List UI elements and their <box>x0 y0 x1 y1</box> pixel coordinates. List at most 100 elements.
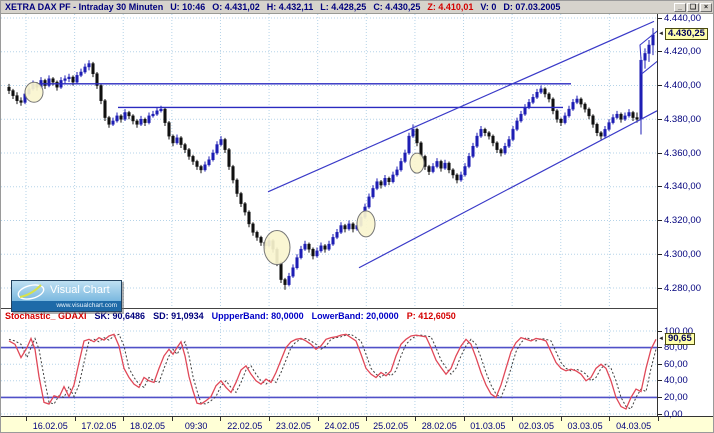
quote-field: C: 4.430,25 <box>373 2 421 12</box>
current-stoch-tag: ◄ 90,65 <box>658 332 695 345</box>
quote-field: O: 4.431,02 <box>212 2 260 12</box>
time-axis-tick <box>74 417 76 421</box>
axis-tick <box>658 85 662 86</box>
logo-brand-text: Visual Chart <box>50 284 110 296</box>
time-axis-label: 03.03.05 <box>567 421 603 431</box>
mini-channel <box>639 29 658 75</box>
quote-fields: U: 10:46 O: 4.431,02 H: 4.432,11 L: 4.428,2… <box>170 2 560 12</box>
current-value-marker: ◄ <box>658 335 664 342</box>
time-axis-label: 18.02.05 <box>129 421 166 431</box>
axis-tick <box>658 413 662 415</box>
time-axis-tick <box>512 417 514 421</box>
price-axis-label: 4.360,00 <box>658 148 701 159</box>
time-axis-label: 01.03.05 <box>470 421 506 431</box>
close-icon[interactable]: × <box>700 3 712 12</box>
visual-chart-swoosh-icon <box>17 284 45 300</box>
time-axis-tick <box>123 417 125 421</box>
time-axis-label: 02.03.05 <box>518 421 554 431</box>
chart-header-bar: XETRA DAX PF - Intraday 30 Minuten U: 10… <box>1 1 713 14</box>
quote-field: D: 07.03.2005 <box>503 2 561 12</box>
axis-tick <box>658 186 662 188</box>
axis-tick <box>658 118 662 120</box>
sk-line <box>8 333 657 410</box>
quote-field: Z: 4.410,01 <box>427 2 474 12</box>
candles-layer <box>7 28 655 290</box>
stoch-grid <box>1 323 658 416</box>
price-axis-label: 4.420,00 <box>658 46 701 57</box>
time-axis-tick <box>317 417 319 421</box>
stoch-axis-label: 20,00 <box>658 392 688 403</box>
logo-url-text: www.visualchart.com <box>12 301 121 311</box>
axis-tick <box>658 152 662 154</box>
price-window-buttons: _ ❏ × <box>674 3 712 12</box>
axis-tick <box>658 51 662 53</box>
current-value-marker: ◄ <box>658 31 664 38</box>
time-axis-label: 17.02.05 <box>81 421 117 431</box>
stoch-axis-label: 40,00 <box>658 375 688 386</box>
stoch-axis-label: 0,00 <box>658 409 683 420</box>
time-axis-tick <box>657 417 659 421</box>
stoch-field: LowerBand: 20,0000 <box>311 311 399 321</box>
price-axis-label: 4.300,00 <box>658 249 701 260</box>
axis-tick <box>658 220 662 221</box>
ellipse-annotations <box>24 81 425 265</box>
time-axis-tick <box>269 417 271 421</box>
axis-tick <box>658 330 662 332</box>
time-axis-label: 24.02.05 <box>324 421 360 431</box>
quote-field: L: 4.428,25 <box>320 2 367 12</box>
time-axis-tick <box>366 417 368 421</box>
axis-tick <box>658 363 662 365</box>
stoch-field: P: 412,6050 <box>406 311 456 321</box>
price-axis-label: 4.340,00 <box>658 181 701 192</box>
axis-tick <box>658 17 662 19</box>
stoch-axis-label: 60,00 <box>658 359 688 370</box>
time-axis-label: 25.02.05 <box>373 421 409 431</box>
stochastic-fields: Stochastic_ GDAXI SK: 90,6486 SD: 91,0934 U… <box>5 311 456 321</box>
instrument-title: XETRA DAX PF - Intraday 30 Minuten <box>5 2 164 12</box>
time-axis-tick <box>220 417 222 421</box>
time-axis[interactable]: 16.02.05 17.02.05 18.02.05 09:30 22.02.05 23.… <box>1 416 713 432</box>
axis-tick <box>658 287 662 289</box>
panel-divider <box>1 308 658 309</box>
price-axis-label: 4.440,00 <box>658 13 701 24</box>
time-axis-label: 23.02.05 <box>275 421 311 431</box>
trend-lines-layer <box>36 20 658 269</box>
quote-field: H: 4.432,11 <box>266 2 314 12</box>
stoch-field: Stochastic_ GDAXI <box>5 311 87 321</box>
axis-tick <box>658 380 662 382</box>
quote-field: U: 10:46 <box>170 2 206 12</box>
time-axis-label: 28.02.05 <box>421 421 457 431</box>
minimize-icon[interactable]: _ <box>674 3 686 12</box>
stoch-axis-label: 80,00 <box>658 342 688 353</box>
axis-separator <box>657 14 658 416</box>
sd-line <box>8 333 657 410</box>
stoch-field: UppperBand: 80,0000 <box>211 311 304 321</box>
price-grid <box>1 14 658 308</box>
price-axis-label: 4.280,00 <box>658 283 701 294</box>
time-axis-tick <box>414 417 416 421</box>
time-axis-tick <box>171 417 173 421</box>
time-axis-label: 04.03.05 <box>616 421 652 431</box>
axis-tick <box>658 347 662 349</box>
stochastic-chart[interactable] <box>1 323 658 416</box>
axis-tick <box>658 253 662 255</box>
axis-tick <box>658 396 662 398</box>
time-axis-label: 22.02.05 <box>227 421 263 431</box>
time-axis-label: 09:30 <box>184 421 208 431</box>
maximize-icon[interactable]: ❏ <box>687 3 699 12</box>
time-axis-label: 16.02.05 <box>32 421 68 431</box>
current-price-tag: ◄ 4.430,25 <box>658 28 708 41</box>
stochastic-header-bar: Stochastic_ GDAXI SK: 90,6486 SD: 91,0934 U… <box>1 309 713 323</box>
time-axis-tick <box>463 417 465 421</box>
time-axis-tick <box>609 417 611 421</box>
stoch-field: SK: 90,6486 <box>94 311 146 321</box>
time-axis-tick <box>26 417 27 421</box>
visual-chart-logo: Visual Chart www.visualchart.com <box>11 280 122 312</box>
price-axis-label: 4.320,00 <box>658 215 701 226</box>
time-axis-tick <box>560 417 562 421</box>
quote-field: V: 0 <box>480 2 497 12</box>
price-axis-label: 4.380,00 <box>658 114 701 125</box>
price-chart[interactable] <box>1 14 658 308</box>
stoch-axis-label: 100,00 <box>658 326 693 337</box>
